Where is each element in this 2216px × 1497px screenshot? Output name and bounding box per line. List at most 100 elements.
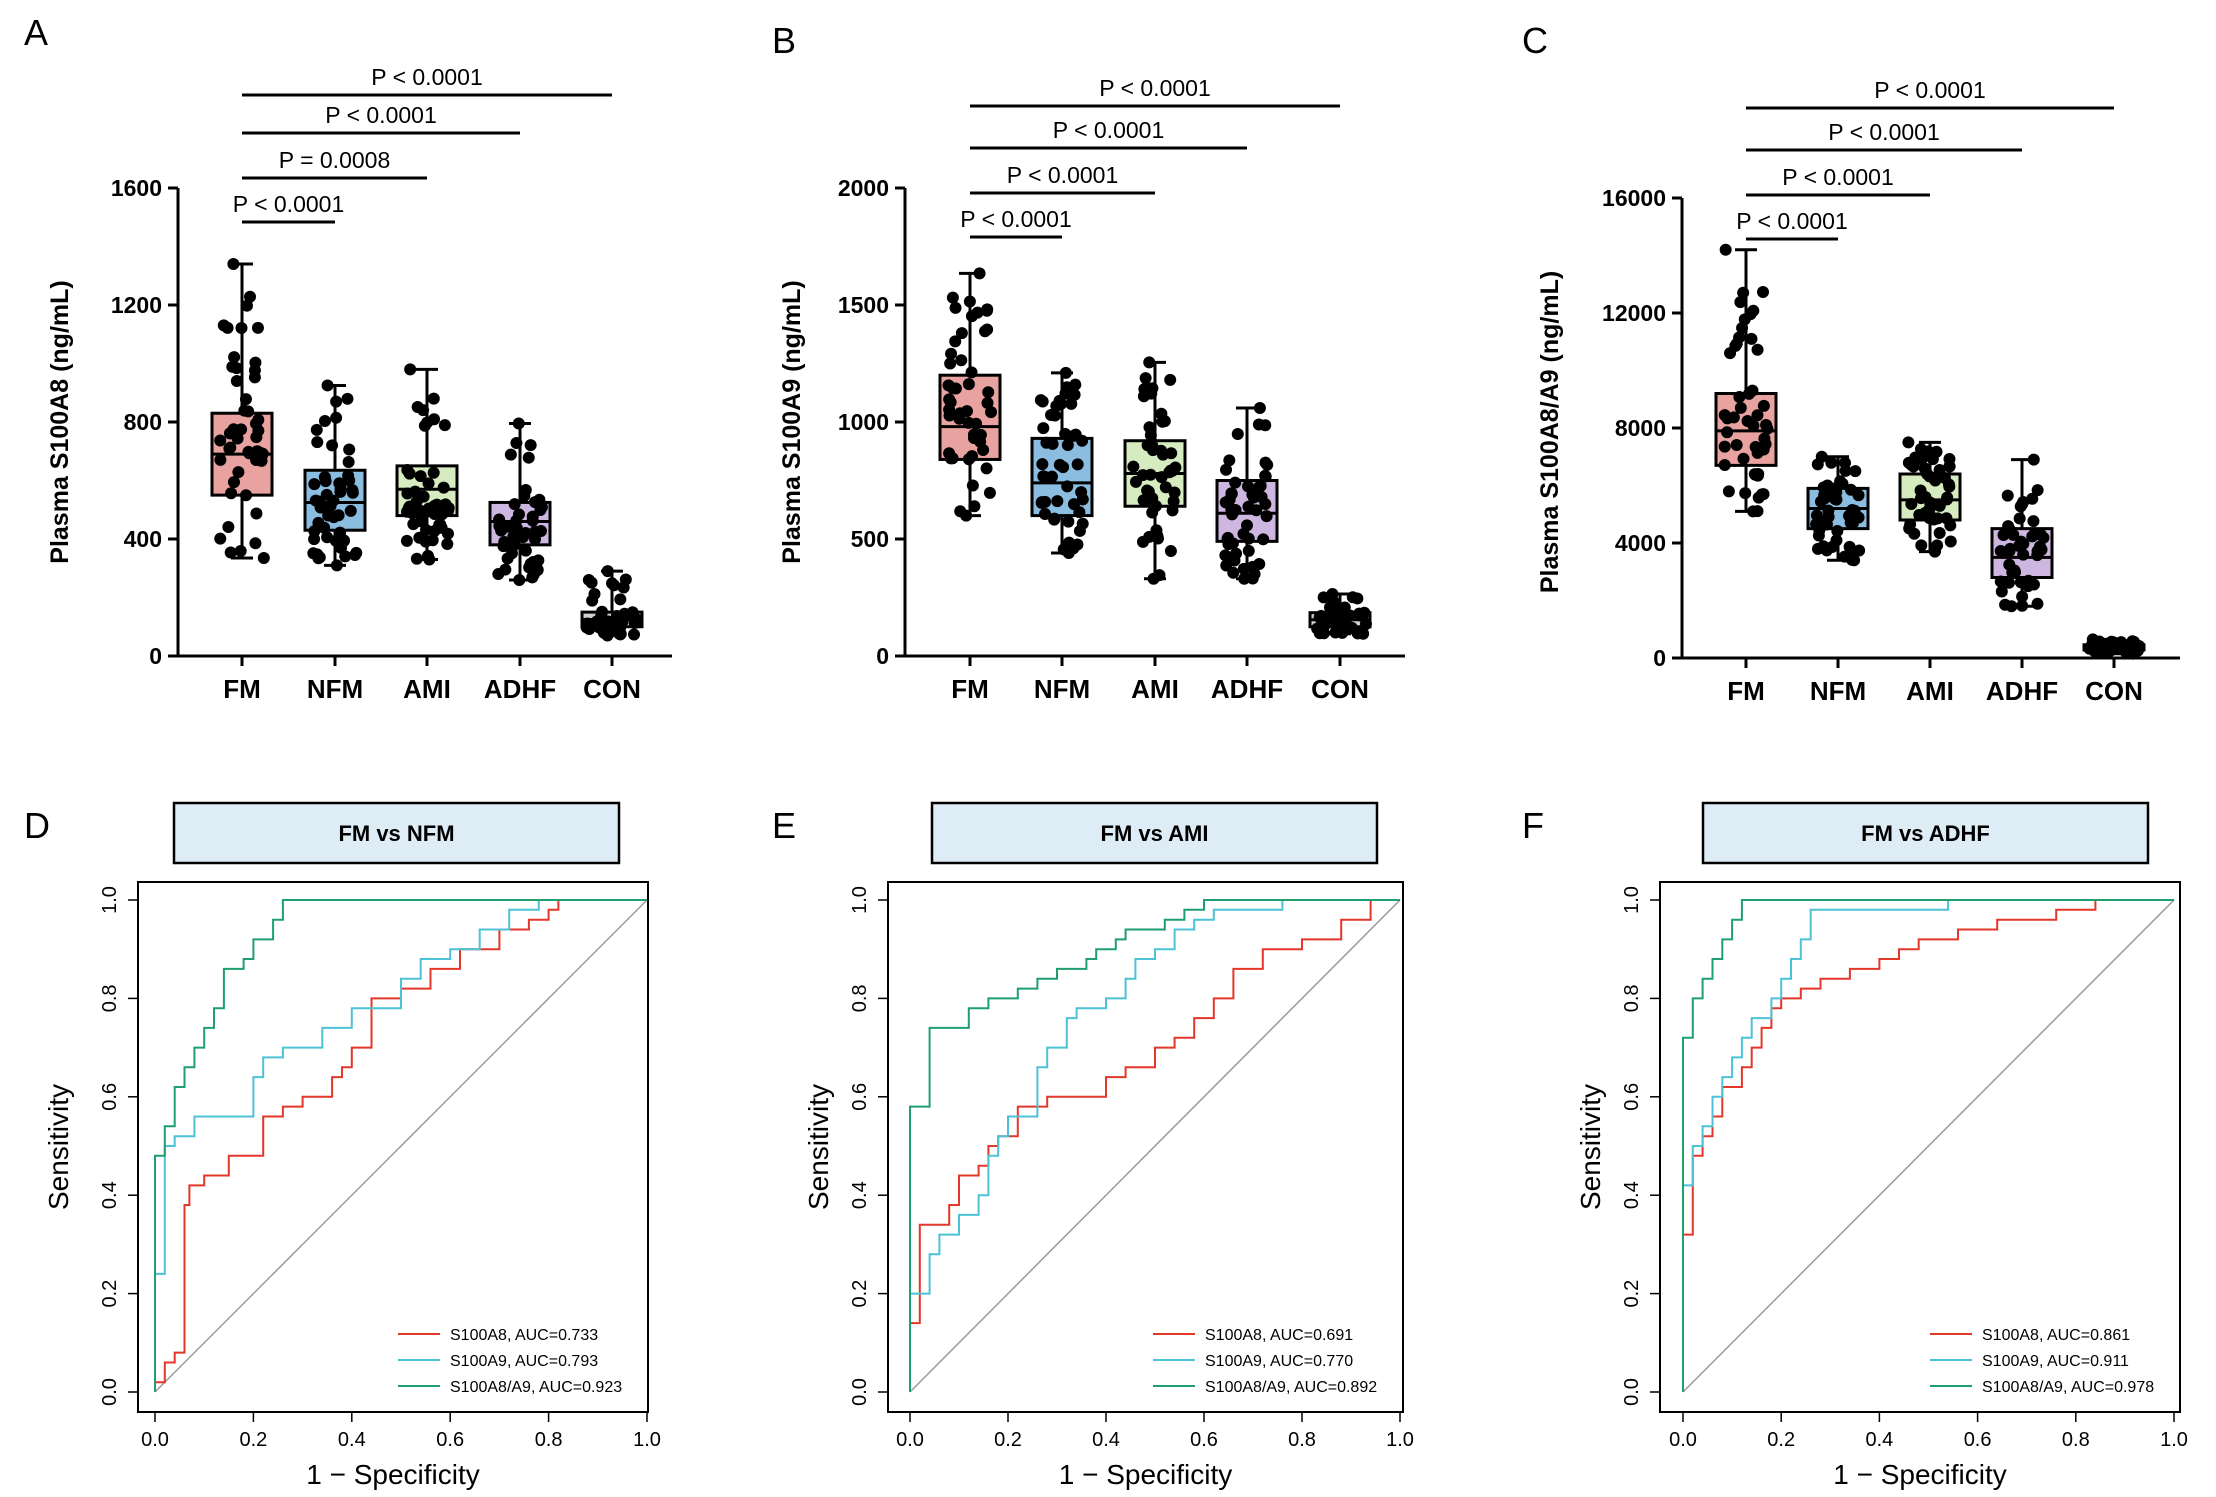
- roc-curve-s100a8-a9: [1682, 899, 2174, 1392]
- data-point: [1902, 436, 1915, 449]
- x-axis-label: 1 − Specificity: [1833, 1459, 2007, 1490]
- data-point: [1219, 549, 1232, 562]
- data-point: [1036, 458, 1049, 471]
- data-point: [1922, 445, 1935, 458]
- data-point: [417, 490, 430, 503]
- data-point: [404, 363, 417, 376]
- data-point: [257, 552, 270, 565]
- data-point: [1165, 447, 1178, 460]
- x-category-label: CON: [583, 674, 641, 704]
- x-tick-label: 0.8: [2062, 1429, 2090, 1451]
- data-point: [2090, 644, 2103, 657]
- p-value-label: P < 0.0001: [1782, 164, 1894, 190]
- x-category-label: FM: [951, 674, 989, 704]
- y-tick-label: 1200: [111, 292, 162, 318]
- panel-label-f: F: [1522, 805, 1544, 846]
- data-point: [1749, 468, 1762, 481]
- data-point: [1155, 471, 1168, 484]
- x-tick-label: 0.4: [338, 1429, 366, 1451]
- data-point: [949, 301, 962, 314]
- data-point: [240, 489, 253, 502]
- data-point: [1231, 428, 1244, 441]
- data-point: [1225, 487, 1238, 500]
- data-point: [1039, 495, 1052, 508]
- data-point: [1221, 532, 1234, 545]
- y-tick-label: 0.6: [849, 1083, 871, 1111]
- data-point: [1822, 504, 1835, 517]
- data-point: [1903, 522, 1916, 535]
- data-point: [2031, 549, 2044, 562]
- data-point: [962, 378, 975, 391]
- data-point: [1168, 486, 1181, 499]
- reference-diagonal: [154, 899, 648, 1393]
- roc-curve-s100a8: [1682, 899, 2174, 1392]
- data-point: [2031, 597, 2044, 610]
- data-point: [628, 628, 641, 641]
- data-point: [1223, 454, 1236, 467]
- data-point: [1902, 456, 1915, 469]
- data-point: [1746, 384, 1759, 397]
- x-tick-label: 0.0: [896, 1429, 924, 1451]
- data-point: [595, 609, 608, 622]
- data-point: [2100, 639, 2113, 652]
- data-point: [1253, 480, 1266, 493]
- data-point: [248, 371, 261, 384]
- data-point: [495, 524, 508, 537]
- data-point: [2126, 635, 2139, 648]
- panel-label-a: A: [24, 12, 48, 53]
- legend-entry: S100A9, AUC=0.793: [450, 1353, 598, 1370]
- roc-panel-f: FM vs ADHF 0.0 0.0 0.2 0.2 0.4 0.4 0.6 0.6 0.8 0.8…: [1575, 801, 2188, 1490]
- x-tick-label: 0.2: [1767, 1429, 1795, 1451]
- legend-entry: S100A8/A9, AUC=0.978: [1982, 1379, 2154, 1396]
- data-point: [1327, 595, 1340, 608]
- data-point: [410, 552, 423, 565]
- data-point: [529, 525, 542, 538]
- data-point: [343, 443, 356, 456]
- data-point: [1158, 415, 1171, 428]
- panel-label-e: E: [772, 805, 796, 846]
- data-point: [326, 439, 339, 452]
- data-point: [2026, 530, 2039, 543]
- data-point: [963, 295, 976, 308]
- data-point: [1229, 503, 1242, 516]
- data-point: [519, 544, 532, 557]
- y-tick-label: 1600: [111, 175, 162, 201]
- data-point: [400, 534, 413, 547]
- data-point: [321, 379, 334, 392]
- data-point: [318, 471, 331, 484]
- data-point: [330, 559, 343, 572]
- data-point: [614, 593, 627, 606]
- data-point: [513, 573, 526, 586]
- x-category-label: FM: [1727, 676, 1765, 706]
- y-tick-label: 12000: [1602, 300, 1666, 326]
- legend-entry: S100A8, AUC=0.733: [450, 1327, 598, 1344]
- data-point: [427, 466, 440, 479]
- x-tick-label: 0.6: [1190, 1429, 1218, 1451]
- data-point: [1259, 456, 1272, 469]
- data-point: [599, 621, 612, 634]
- data-point: [1718, 440, 1731, 453]
- data-point: [507, 530, 520, 543]
- data-point: [1849, 465, 1862, 478]
- data-point: [966, 450, 979, 463]
- data-point: [505, 542, 518, 555]
- data-point: [601, 565, 614, 578]
- data-point: [1751, 446, 1764, 459]
- x-tick-label: 1.0: [633, 1429, 661, 1451]
- data-point: [1346, 591, 1359, 604]
- data-point: [1062, 515, 1075, 528]
- data-point: [1839, 464, 1852, 477]
- data-point: [1333, 611, 1346, 624]
- y-tick-label: 0.2: [849, 1280, 871, 1308]
- data-point: [962, 416, 975, 429]
- data-point: [1229, 476, 1242, 489]
- data-point: [1751, 343, 1764, 356]
- data-point: [2031, 484, 2044, 497]
- data-point: [335, 541, 348, 554]
- x-axis-label: 1 − Specificity: [1059, 1459, 1233, 1490]
- data-point: [944, 357, 957, 370]
- data-point: [1242, 544, 1255, 557]
- y-tick-label: 0: [149, 643, 162, 669]
- comparison-title: FM vs NFM: [338, 821, 454, 846]
- data-point: [1758, 432, 1771, 445]
